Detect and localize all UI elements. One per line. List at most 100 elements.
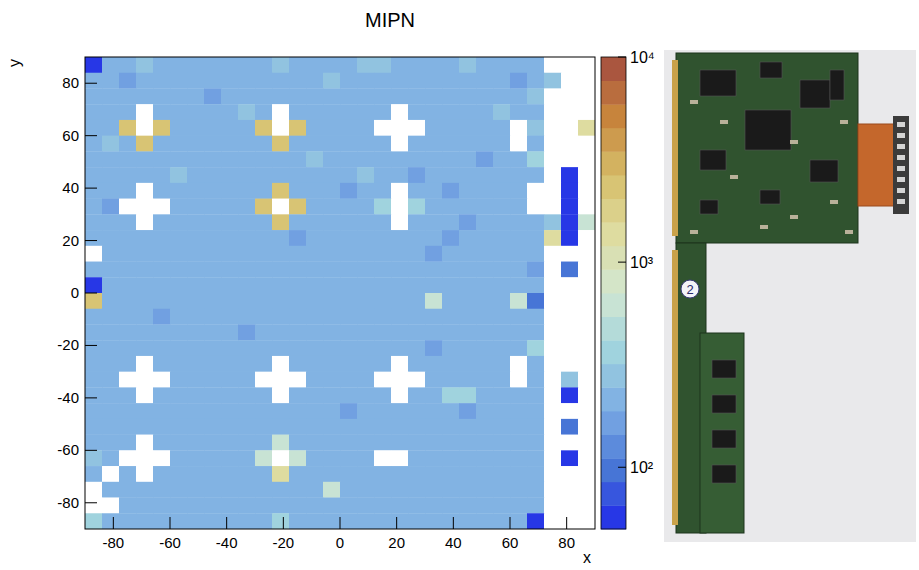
heatmap-cell bbox=[85, 403, 102, 419]
heatmap-cell bbox=[425, 482, 442, 498]
heatmap-cell bbox=[408, 340, 425, 356]
heatmap-cell bbox=[136, 513, 153, 529]
heatmap-cell bbox=[306, 372, 323, 388]
colorbar-band bbox=[601, 222, 626, 246]
heatmap-cell bbox=[323, 403, 340, 419]
heatmap-cell bbox=[527, 513, 544, 529]
heatmap-cell bbox=[119, 387, 136, 403]
heatmap-cell bbox=[357, 57, 374, 73]
pcb-upper-board bbox=[676, 53, 858, 243]
heatmap-cell bbox=[459, 183, 476, 199]
heatmap-cell bbox=[493, 419, 510, 435]
x-tick bbox=[113, 517, 114, 529]
heatmap-cell bbox=[255, 403, 272, 419]
heatmap-cell bbox=[204, 466, 221, 482]
heatmap-cell bbox=[425, 151, 442, 167]
heatmap-cell bbox=[476, 57, 493, 73]
heatmap-cell bbox=[459, 151, 476, 167]
heatmap-cell bbox=[153, 293, 170, 309]
heatmap-cell bbox=[187, 120, 204, 136]
heatmap-cell bbox=[306, 214, 323, 230]
heatmap-cell bbox=[391, 230, 408, 246]
heatmap-cell bbox=[238, 340, 255, 356]
heatmap-cell bbox=[119, 73, 136, 89]
y-tick-label: 40 bbox=[62, 179, 79, 196]
heatmap-cell bbox=[85, 435, 102, 451]
heatmap-cell bbox=[391, 340, 408, 356]
heatmap-cell bbox=[102, 73, 119, 89]
heatmap-cell bbox=[544, 88, 561, 104]
heatmap-cell bbox=[306, 324, 323, 340]
heatmap-cell bbox=[544, 450, 561, 466]
heatmap-cell bbox=[204, 340, 221, 356]
heatmap-cell bbox=[102, 419, 119, 435]
heatmap-cell bbox=[493, 262, 510, 278]
heatmap-cell bbox=[85, 262, 102, 278]
heatmap-cell bbox=[102, 151, 119, 167]
heatmap-cell bbox=[85, 466, 102, 482]
colorbar: 10²10³10⁴ bbox=[601, 49, 655, 529]
heatmap-cell bbox=[306, 136, 323, 152]
heatmap-cell bbox=[340, 214, 357, 230]
heatmap-cell bbox=[187, 466, 204, 482]
heatmap-cell bbox=[170, 88, 187, 104]
heatmap-cell bbox=[187, 183, 204, 199]
heatmap-cell bbox=[561, 199, 578, 215]
heatmap-cell bbox=[85, 120, 102, 136]
pcb-connector-pin bbox=[897, 144, 905, 149]
heatmap-cell bbox=[442, 167, 459, 183]
heatmap-cell bbox=[187, 214, 204, 230]
heatmap-cell bbox=[476, 435, 493, 451]
heatmap-cell bbox=[357, 230, 374, 246]
heatmap-cell bbox=[561, 340, 578, 356]
chart: -80-60-40-20020406080-80-60-40-200204060… bbox=[0, 0, 919, 570]
heatmap-cell bbox=[442, 356, 459, 372]
heatmap-cell bbox=[170, 450, 187, 466]
heatmap-cell bbox=[459, 57, 476, 73]
heatmap-cell bbox=[323, 104, 340, 120]
pcb-component bbox=[760, 225, 768, 229]
heatmap-cell bbox=[136, 151, 153, 167]
heatmap-cell bbox=[170, 167, 187, 183]
heatmap-cell bbox=[289, 482, 306, 498]
heatmap-cell bbox=[527, 482, 544, 498]
heatmap-cell bbox=[289, 199, 306, 215]
heatmap-cell bbox=[204, 435, 221, 451]
heatmap-cell bbox=[340, 340, 357, 356]
heatmap-cell bbox=[238, 73, 255, 89]
heatmap-cell bbox=[119, 419, 136, 435]
heatmap-cell bbox=[238, 498, 255, 514]
heatmap-cell bbox=[255, 387, 272, 403]
heatmap-cell bbox=[323, 340, 340, 356]
heatmap-cell bbox=[391, 435, 408, 451]
heatmap-cell bbox=[238, 482, 255, 498]
heatmap-cell bbox=[272, 262, 289, 278]
heatmap-cell bbox=[272, 183, 289, 199]
heatmap-cell bbox=[527, 136, 544, 152]
heatmap-cell bbox=[578, 151, 595, 167]
heatmap-cell bbox=[323, 324, 340, 340]
pcb-chip bbox=[700, 70, 736, 96]
heatmap-cell bbox=[102, 309, 119, 325]
heatmap-cell bbox=[340, 151, 357, 167]
pcb-connector-pin bbox=[897, 122, 905, 127]
heatmap-cell bbox=[374, 277, 391, 293]
colorbar-band bbox=[601, 199, 626, 223]
heatmap-cell bbox=[459, 403, 476, 419]
heatmap-cell bbox=[442, 324, 459, 340]
heatmap-cell bbox=[204, 104, 221, 120]
colorbar-band bbox=[601, 435, 626, 459]
heatmap-cell bbox=[459, 435, 476, 451]
heatmap-cell bbox=[289, 214, 306, 230]
heatmap-cell bbox=[527, 387, 544, 403]
heatmap-cell bbox=[510, 450, 527, 466]
heatmap-cell bbox=[153, 356, 170, 372]
heatmap-cell bbox=[85, 356, 102, 372]
heatmap-cell bbox=[578, 387, 595, 403]
heatmap-cell bbox=[408, 151, 425, 167]
heatmap-cell bbox=[357, 214, 374, 230]
heatmap-cell bbox=[272, 73, 289, 89]
heatmap-cell bbox=[272, 246, 289, 262]
heatmap-cell bbox=[374, 57, 391, 73]
heatmap-cell bbox=[561, 57, 578, 73]
